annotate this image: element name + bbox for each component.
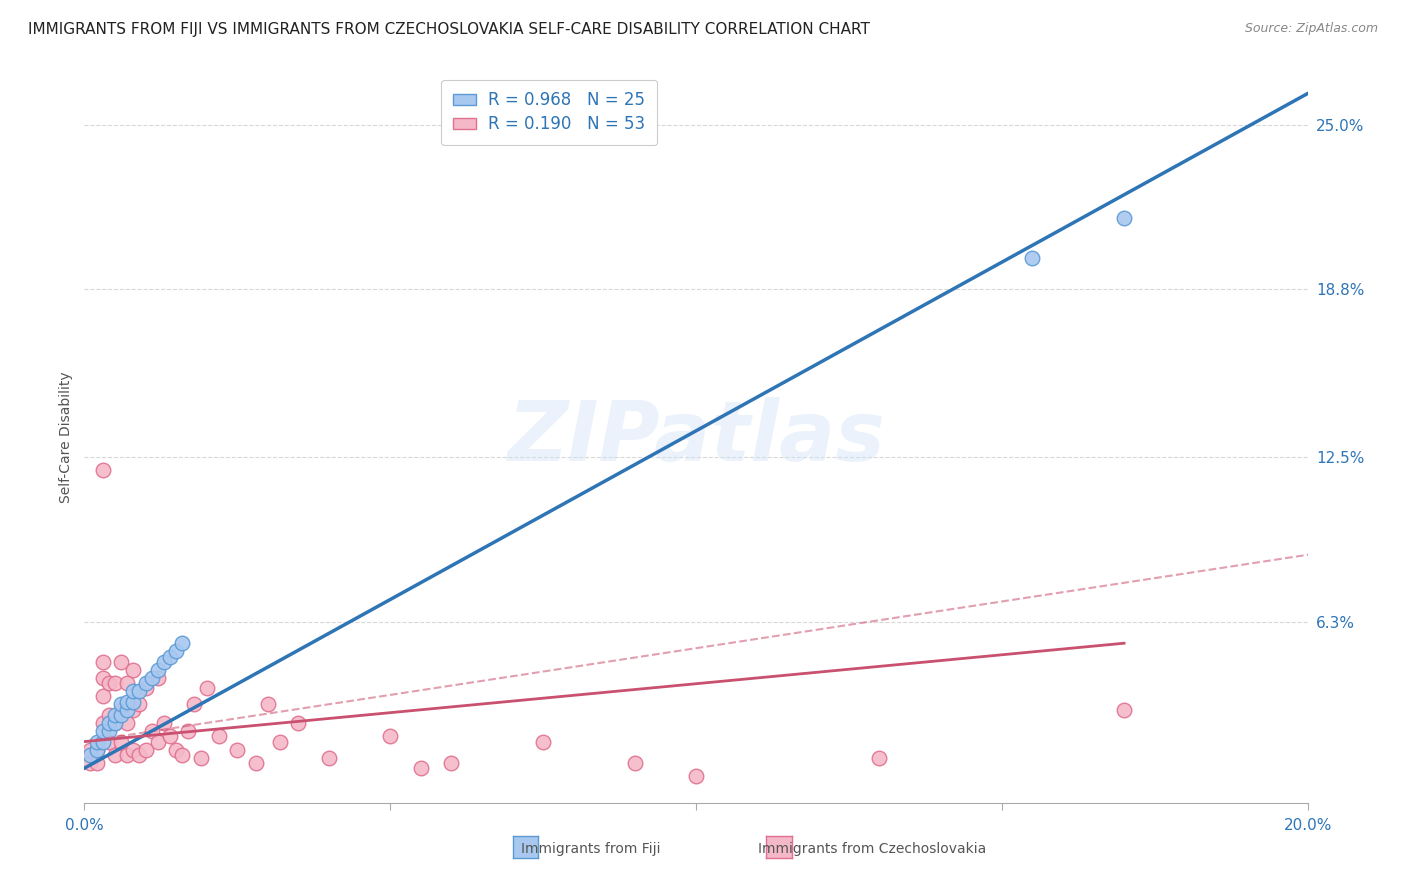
Point — [183, 698, 205, 712]
Point — [104, 716, 127, 731]
Point — [685, 769, 707, 783]
Point — [115, 695, 138, 709]
Point — [115, 747, 138, 762]
Point — [226, 742, 249, 756]
Point — [869, 750, 891, 764]
Text: IMMIGRANTS FROM FIJI VS IMMIGRANTS FROM CZECHOSLOVAKIA SELF-CARE DISABILITY CORR: IMMIGRANTS FROM FIJI VS IMMIGRANTS FROM … — [28, 22, 870, 37]
Point — [257, 698, 280, 712]
Point — [318, 750, 340, 764]
Point — [208, 729, 231, 743]
Point — [531, 734, 554, 748]
Point — [97, 716, 120, 731]
Point — [1114, 703, 1136, 717]
Point — [86, 734, 108, 748]
Point — [104, 716, 127, 731]
Text: Source: ZipAtlas.com: Source: ZipAtlas.com — [1244, 22, 1378, 36]
Y-axis label: Self-Care Disability: Self-Care Disability — [59, 371, 73, 503]
Point — [122, 742, 145, 756]
Point — [440, 756, 463, 770]
Point — [86, 742, 108, 756]
Point — [172, 747, 194, 762]
Point — [122, 703, 145, 717]
Point — [146, 734, 169, 748]
Point — [172, 636, 194, 650]
Text: Immigrants from Fiji: Immigrants from Fiji — [520, 842, 661, 856]
Point — [269, 734, 291, 748]
Point — [91, 734, 114, 748]
Point — [104, 676, 127, 690]
Point — [110, 703, 132, 717]
Point — [245, 756, 267, 770]
Point — [122, 684, 145, 698]
Point — [165, 742, 187, 756]
Point — [79, 756, 101, 770]
Point — [115, 676, 138, 690]
Point — [135, 676, 157, 690]
Point — [104, 747, 127, 762]
Point — [153, 716, 176, 731]
Text: Immigrants from Czechoslovakia: Immigrants from Czechoslovakia — [758, 842, 986, 856]
Point — [153, 655, 176, 669]
Point — [141, 723, 163, 738]
Point — [287, 716, 309, 731]
Point — [97, 708, 120, 723]
Point — [115, 703, 138, 717]
Point — [104, 708, 127, 723]
Point — [624, 756, 647, 770]
Point — [86, 756, 108, 770]
Point — [165, 644, 187, 658]
Text: ZIPatlas: ZIPatlas — [508, 397, 884, 477]
Point — [91, 655, 114, 669]
Point — [91, 716, 114, 731]
Point — [146, 663, 169, 677]
Point — [128, 747, 150, 762]
Point — [97, 734, 120, 748]
Point — [91, 690, 114, 704]
Point — [195, 681, 218, 696]
Point — [91, 463, 114, 477]
Point — [177, 723, 200, 738]
Point — [159, 649, 181, 664]
Point — [97, 723, 120, 738]
Point — [115, 716, 138, 731]
Point — [110, 698, 132, 712]
Point — [86, 742, 108, 756]
Point — [110, 708, 132, 723]
Point — [128, 698, 150, 712]
Point — [135, 681, 157, 696]
Point — [409, 761, 432, 775]
Point — [146, 671, 169, 685]
Point — [135, 742, 157, 756]
Point — [97, 676, 120, 690]
Point — [190, 750, 212, 764]
Point — [1021, 251, 1043, 265]
Point — [91, 671, 114, 685]
Point — [1114, 211, 1136, 225]
Point — [122, 695, 145, 709]
Point — [122, 663, 145, 677]
Point — [79, 742, 101, 756]
Point — [110, 655, 132, 669]
Point — [79, 747, 101, 762]
Point — [159, 729, 181, 743]
Point — [141, 671, 163, 685]
Legend: R = 0.968   N = 25, R = 0.190   N = 53: R = 0.968 N = 25, R = 0.190 N = 53 — [441, 79, 657, 145]
Point — [110, 734, 132, 748]
Point — [91, 723, 114, 738]
Point — [380, 729, 402, 743]
Point — [128, 684, 150, 698]
